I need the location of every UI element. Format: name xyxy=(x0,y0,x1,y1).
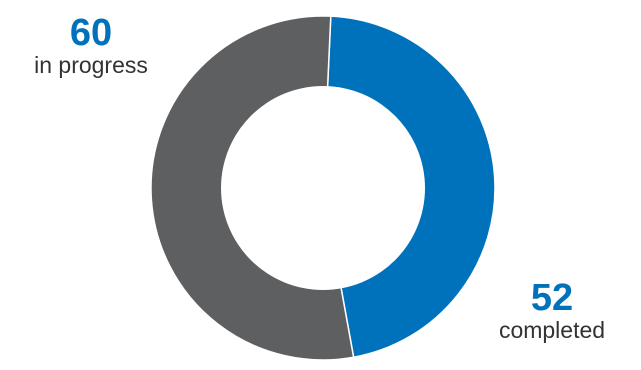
in-progress-value: 60 xyxy=(69,12,113,54)
completed-label: 52 completed xyxy=(473,279,631,342)
donut-hole xyxy=(221,86,425,290)
completed-value: 52 xyxy=(530,277,574,319)
completed-text: completed xyxy=(498,317,606,343)
in-progress-text: in progress xyxy=(34,52,148,78)
in-progress-label: 60 in progress xyxy=(16,14,166,77)
